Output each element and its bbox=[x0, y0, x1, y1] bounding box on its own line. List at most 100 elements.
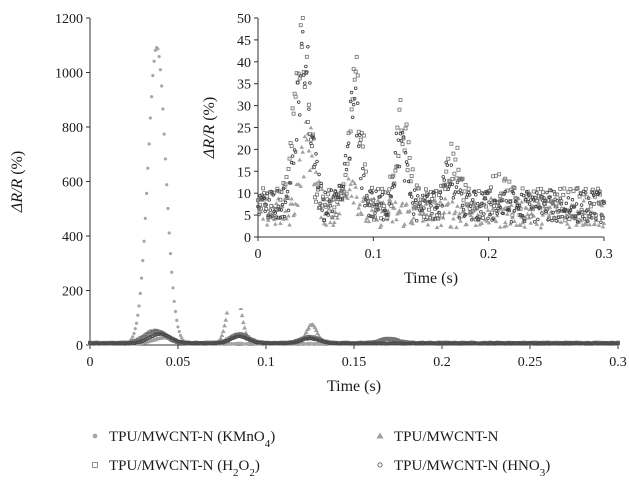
data-point bbox=[166, 206, 170, 211]
data-point bbox=[598, 189, 602, 193]
data-point bbox=[438, 223, 444, 228]
data-point bbox=[290, 106, 295, 111]
data-point bbox=[178, 333, 183, 338]
data-point bbox=[293, 94, 298, 99]
data-point bbox=[290, 154, 295, 158]
data-point bbox=[265, 218, 271, 222]
data-point bbox=[512, 219, 517, 223]
data-point bbox=[370, 191, 374, 195]
data-point bbox=[308, 125, 314, 130]
data-point bbox=[400, 130, 405, 135]
data-point bbox=[315, 159, 319, 164]
data-point bbox=[338, 197, 343, 202]
data-point bbox=[434, 225, 440, 229]
data-point bbox=[283, 200, 288, 205]
data-point bbox=[334, 192, 339, 196]
data-point bbox=[601, 221, 607, 225]
data-point bbox=[551, 210, 555, 215]
data-point bbox=[544, 209, 548, 214]
data-point bbox=[562, 186, 567, 191]
data-point bbox=[554, 204, 560, 209]
data-point bbox=[288, 181, 293, 185]
legend-text: O bbox=[239, 458, 250, 474]
legend-subscript: 3 bbox=[540, 467, 546, 479]
data-point bbox=[555, 199, 559, 203]
data-point bbox=[533, 220, 537, 224]
data-point bbox=[167, 231, 171, 235]
data-point bbox=[491, 216, 495, 221]
data-point bbox=[411, 215, 416, 220]
data-point bbox=[583, 187, 588, 191]
data-point bbox=[405, 163, 410, 167]
data-point bbox=[401, 224, 406, 228]
data-point bbox=[368, 203, 372, 208]
data-point bbox=[435, 213, 440, 217]
data-point bbox=[323, 190, 327, 195]
data-point bbox=[314, 199, 318, 204]
data-point bbox=[275, 186, 280, 191]
data-point bbox=[410, 167, 415, 172]
data-point bbox=[512, 186, 517, 190]
data-point bbox=[543, 202, 547, 207]
data-point bbox=[473, 189, 477, 193]
data-point bbox=[522, 219, 527, 224]
data-point bbox=[550, 218, 554, 223]
data-point bbox=[304, 137, 310, 142]
y-tick-label: 0 bbox=[76, 339, 83, 354]
data-point bbox=[426, 193, 430, 197]
data-point bbox=[346, 141, 351, 145]
data-point bbox=[373, 211, 377, 215]
data-point bbox=[349, 90, 354, 95]
data-point bbox=[563, 207, 568, 212]
data-point bbox=[492, 204, 497, 209]
data-point bbox=[319, 183, 324, 188]
data-point bbox=[371, 198, 375, 203]
data-point bbox=[305, 70, 309, 74]
data-point bbox=[266, 215, 271, 220]
data-point bbox=[505, 211, 510, 216]
data-point bbox=[504, 223, 509, 228]
data-point bbox=[163, 157, 168, 161]
data-point bbox=[393, 200, 398, 204]
legend-item: TPU/MWCNT-N (HNO3) bbox=[377, 458, 550, 479]
data-point bbox=[437, 210, 441, 215]
data-point bbox=[138, 291, 142, 296]
data-point bbox=[276, 204, 281, 209]
data-point bbox=[354, 194, 359, 199]
data-point bbox=[307, 107, 311, 111]
data-point bbox=[141, 258, 145, 263]
data-point bbox=[468, 204, 473, 209]
data-point bbox=[531, 189, 536, 194]
data-point bbox=[570, 198, 575, 202]
data-point bbox=[521, 193, 526, 198]
data-point bbox=[558, 219, 564, 224]
data-point bbox=[333, 189, 338, 193]
data-point bbox=[476, 202, 480, 206]
data-point bbox=[257, 212, 261, 217]
data-point bbox=[308, 137, 313, 142]
data-point bbox=[259, 206, 263, 211]
data-point bbox=[514, 223, 519, 227]
data-point bbox=[297, 157, 303, 162]
x-tick-label: 0.3 bbox=[609, 355, 627, 370]
data-point bbox=[352, 77, 357, 82]
data-point bbox=[386, 212, 391, 217]
data-point bbox=[549, 188, 553, 193]
data-point bbox=[556, 215, 560, 220]
data-point bbox=[277, 207, 282, 212]
data-point bbox=[462, 189, 467, 194]
data-point bbox=[459, 204, 464, 209]
data-point bbox=[391, 173, 396, 178]
data-point bbox=[261, 186, 266, 191]
x-tick-label: 0.15 bbox=[342, 355, 367, 370]
data-point bbox=[240, 320, 246, 325]
data-point bbox=[258, 209, 264, 214]
data-point bbox=[144, 191, 149, 195]
data-point bbox=[574, 186, 579, 191]
data-point bbox=[409, 195, 414, 199]
data-point bbox=[269, 204, 274, 208]
data-point bbox=[400, 200, 405, 205]
data-point bbox=[402, 222, 407, 227]
legend-text: TPU/MWCNT-N (KMnO bbox=[109, 429, 265, 445]
